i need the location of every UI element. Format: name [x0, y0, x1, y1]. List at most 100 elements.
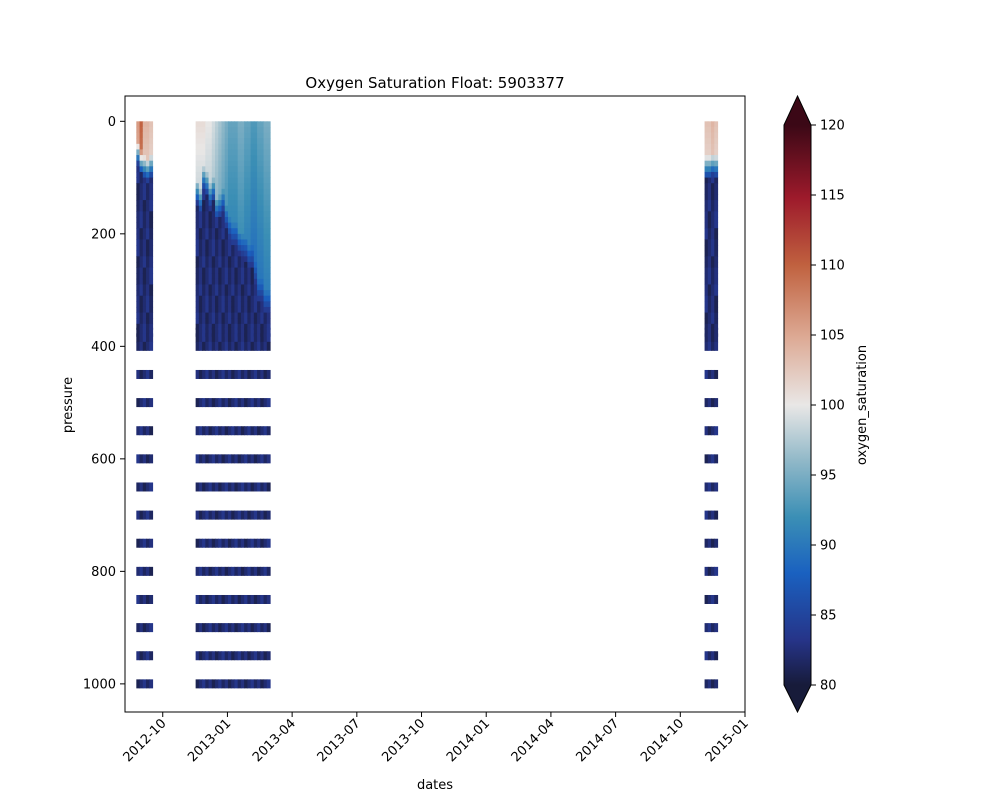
x-tick-label: 2014-07	[573, 716, 622, 765]
heatmap-cell	[253, 261, 258, 268]
heatmap-cell	[263, 138, 268, 145]
heatmap-cell	[247, 623, 252, 633]
x-tick-label: 2014-10	[638, 716, 687, 765]
heatmap-cell	[198, 327, 203, 337]
heatmap-cell	[205, 312, 210, 319]
heatmap-cell	[198, 143, 203, 150]
heatmap-cell	[215, 301, 219, 308]
heatmap-cell	[227, 306, 232, 313]
heatmap-cell	[253, 177, 258, 184]
heatmap-cell	[195, 278, 200, 285]
heatmap-cell	[215, 538, 219, 548]
heatmap-cell	[253, 205, 258, 212]
heatmap-cell	[195, 273, 200, 280]
heatmap-cell	[146, 188, 150, 195]
heatmap-cell	[704, 250, 709, 257]
heatmap-cell	[263, 132, 268, 139]
heatmap-cell	[202, 566, 206, 576]
heatmap-cell	[704, 245, 709, 252]
heatmap-cell	[240, 318, 245, 325]
heatmap-cell	[714, 228, 719, 235]
heatmap-cell	[231, 284, 236, 291]
heatmap-cell	[711, 239, 715, 246]
heatmap-cell	[211, 594, 216, 604]
heatmap-cell	[234, 256, 239, 263]
heatmap-cell	[205, 188, 210, 195]
heatmap-cell	[208, 284, 213, 291]
heatmap-cell	[146, 211, 150, 218]
heatmap-cell	[198, 306, 203, 313]
heatmap-cell	[227, 155, 232, 162]
heatmap-cell	[263, 301, 268, 308]
heatmap-cell	[244, 267, 248, 274]
heatmap-cell	[237, 228, 242, 235]
heatmap-cell	[707, 171, 712, 178]
heatmap-cell	[250, 233, 255, 240]
heatmap-cell	[231, 273, 236, 280]
heatmap-cell	[260, 211, 265, 218]
heatmap-cell	[250, 323, 255, 330]
heatmap-cell	[149, 333, 154, 343]
heatmap-cell	[198, 250, 203, 257]
heatmap-cell	[263, 233, 268, 240]
heatmap-cell	[218, 205, 223, 212]
heatmap-cell	[704, 256, 709, 263]
heatmap-cell	[205, 327, 210, 337]
heatmap-cell	[198, 482, 203, 492]
heatmap-cell	[205, 121, 210, 128]
heatmap-cell	[142, 256, 147, 263]
heatmap-cell	[142, 510, 147, 520]
heatmap-cell	[707, 369, 712, 379]
heatmap-cell	[253, 538, 258, 548]
heatmap-cell	[260, 295, 265, 302]
heatmap-cell	[250, 222, 255, 229]
heatmap-cell	[218, 143, 223, 150]
heatmap-cell	[215, 149, 219, 156]
heatmap-cell	[711, 454, 715, 464]
heatmap-cell	[260, 510, 265, 520]
heatmap-cell	[227, 623, 232, 633]
heatmap-cell	[218, 132, 223, 139]
heatmap-cell	[205, 222, 210, 229]
heatmap-cell	[237, 200, 242, 207]
heatmap-cell	[142, 143, 147, 150]
heatmap-cell	[224, 149, 229, 156]
heatmap-cell	[198, 273, 203, 280]
heatmap-cell	[205, 482, 210, 492]
heatmap-cell	[711, 200, 715, 207]
heatmap-cell	[231, 245, 236, 252]
heatmap-cell	[198, 138, 203, 145]
heatmap-cell	[218, 538, 223, 548]
heatmap-cell	[221, 623, 226, 633]
heatmap-cell	[142, 278, 147, 285]
heatmap-cell	[211, 239, 216, 246]
heatmap-cell	[244, 155, 248, 162]
heatmap-cell	[202, 126, 206, 133]
heatmap-cell	[195, 216, 200, 223]
heatmap-cell	[227, 454, 232, 464]
heatmap-cell	[211, 306, 216, 313]
heatmap-cell	[253, 327, 258, 337]
heatmap-cell	[211, 278, 216, 285]
heatmap-cell	[146, 278, 150, 285]
heatmap-cell	[149, 188, 154, 195]
heatmap-cell	[257, 538, 261, 548]
heatmap-cell	[221, 267, 226, 274]
heatmap-cell	[707, 312, 712, 319]
heatmap-cell	[704, 267, 709, 274]
heatmap-cell	[208, 222, 213, 229]
heatmap-cell	[224, 651, 229, 661]
heatmap-cell	[198, 312, 203, 319]
heatmap-cell	[218, 318, 223, 325]
heatmap-cell	[250, 327, 255, 337]
heatmap-cell	[202, 166, 206, 173]
heatmap-cell	[244, 398, 248, 408]
heatmap-cells	[136, 121, 719, 689]
heatmap-cell	[704, 228, 709, 235]
heatmap-cell	[149, 454, 154, 464]
heatmap-cell	[195, 261, 200, 268]
heatmap-cell	[237, 177, 242, 184]
heatmap-cell	[146, 623, 150, 633]
heatmap-cell	[139, 177, 144, 184]
heatmap-cell	[215, 211, 219, 218]
